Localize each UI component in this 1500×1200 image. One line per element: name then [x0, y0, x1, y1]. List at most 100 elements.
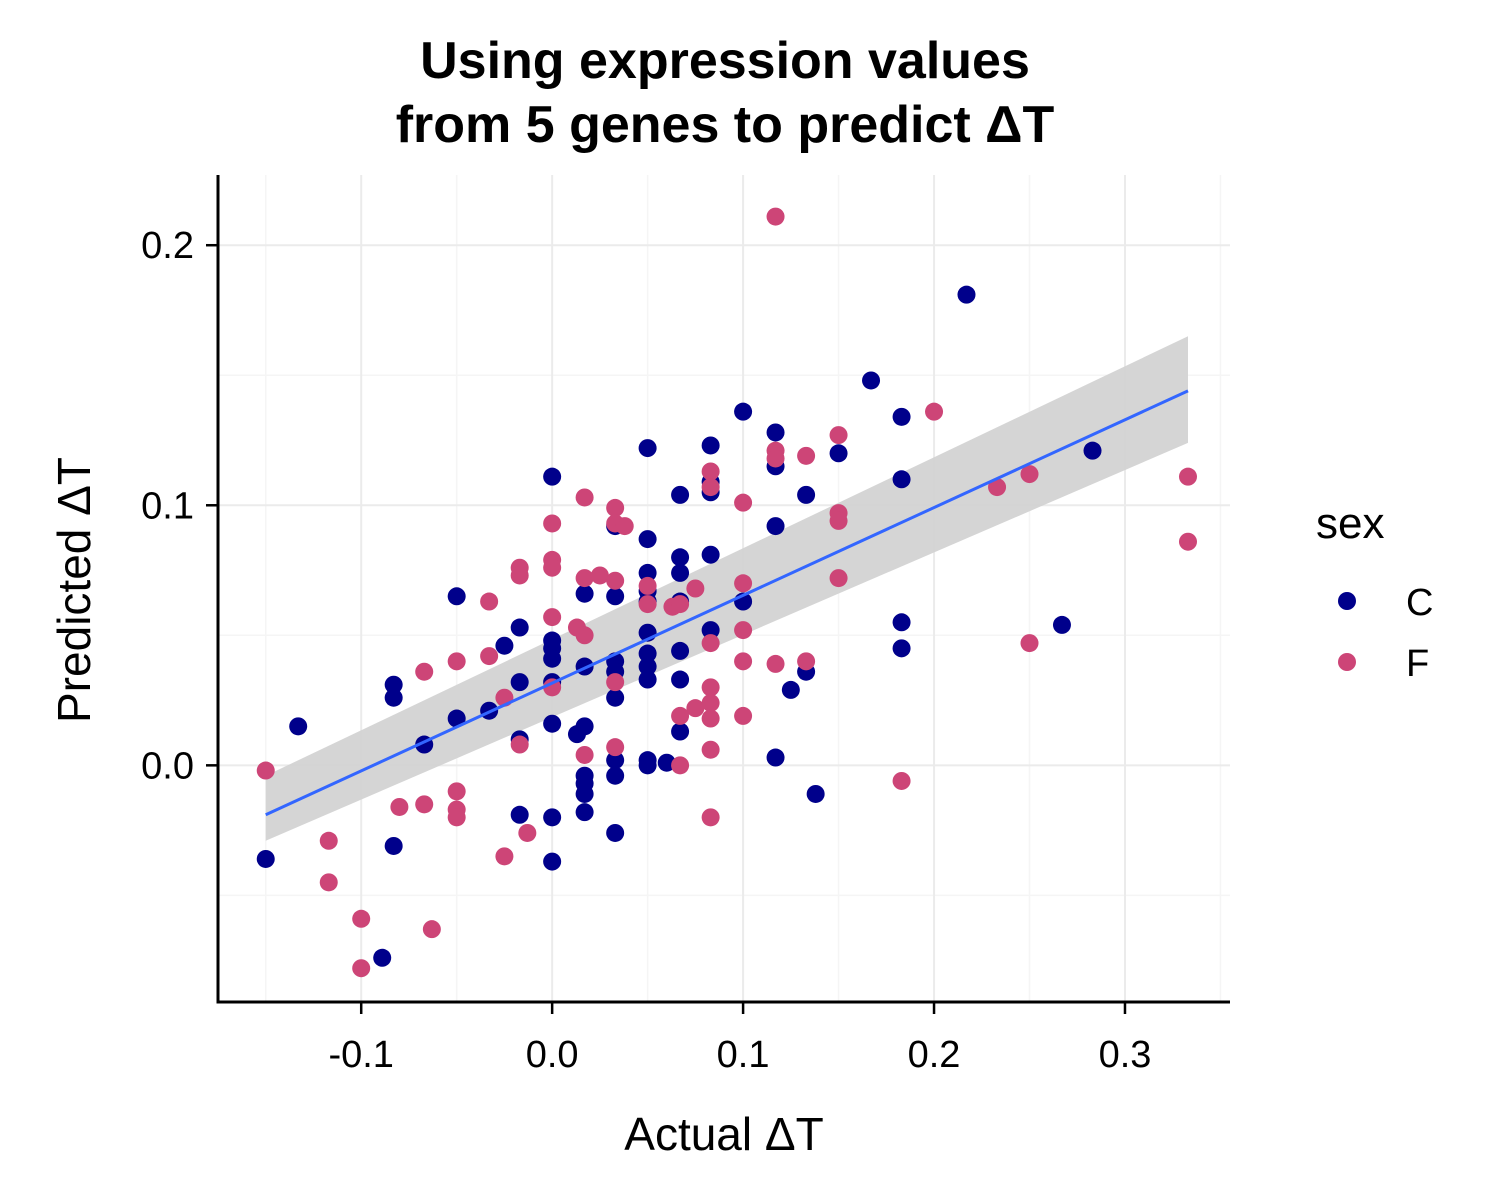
x-tick-label: 0.1	[717, 1034, 770, 1076]
point-c	[671, 722, 690, 741]
point-c	[766, 423, 785, 442]
point-c	[510, 673, 529, 692]
x-tick-label: 0.2	[908, 1034, 961, 1076]
point-c	[575, 717, 594, 736]
point-f	[590, 566, 609, 585]
trend-line	[265, 389, 1189, 817]
legend: sex C F	[1316, 499, 1433, 685]
x-tick-label: -0.1	[328, 1034, 393, 1076]
point-f	[422, 920, 441, 939]
point-f	[510, 566, 529, 585]
point-c	[606, 751, 625, 770]
point-c	[495, 636, 514, 655]
point-c	[638, 563, 657, 582]
point-f	[447, 782, 466, 801]
point-c	[510, 618, 529, 637]
point-f	[766, 654, 785, 673]
point-f	[256, 761, 275, 780]
point-c	[701, 436, 720, 455]
point-c	[373, 948, 392, 967]
point-f	[606, 738, 625, 757]
point-c	[638, 439, 657, 458]
point-f	[829, 569, 848, 588]
point-c	[797, 485, 816, 504]
x-axis-ticks: -0.1 0.0 0.1 0.2 0.3	[328, 1002, 1151, 1076]
legend-label-c: C	[1406, 582, 1433, 624]
legend-swatch-f	[1338, 653, 1356, 671]
point-c	[606, 766, 625, 785]
axes	[216, 175, 1230, 1004]
point-f	[734, 706, 753, 725]
legend-label-f: F	[1406, 643, 1429, 685]
point-f	[543, 558, 562, 577]
point-c	[638, 756, 657, 775]
point-f	[352, 909, 371, 928]
y-tick-label: 0.0	[141, 745, 194, 787]
point-c	[638, 670, 657, 689]
point-f	[1178, 532, 1197, 551]
point-f	[518, 823, 537, 842]
point-c	[575, 803, 594, 822]
point-f	[701, 808, 720, 827]
point-c	[543, 649, 562, 668]
point-c	[892, 613, 911, 632]
y-axis-ticks: 0.0 0.1 0.2	[141, 225, 218, 787]
point-f	[543, 678, 562, 697]
point-f	[415, 662, 434, 681]
point-f	[686, 579, 705, 598]
point-f	[543, 514, 562, 533]
point-f	[988, 478, 1007, 497]
point-f	[671, 756, 690, 775]
point-f	[671, 706, 690, 725]
point-f	[701, 462, 720, 481]
point-f	[925, 402, 944, 421]
point-f	[701, 693, 720, 712]
legend-swatch-c	[1338, 592, 1356, 610]
point-c	[806, 784, 825, 803]
point-c	[671, 670, 690, 689]
legend-title: sex	[1316, 499, 1384, 548]
point-c	[447, 587, 466, 606]
point-f	[892, 771, 911, 790]
x-axis-title: Actual ΔT	[624, 1108, 823, 1160]
x-tick-label: 0.3	[1099, 1034, 1152, 1076]
point-c	[543, 714, 562, 733]
point-c	[510, 805, 529, 824]
point-f	[829, 426, 848, 445]
point-c	[766, 748, 785, 767]
point-c	[1052, 615, 1071, 634]
y-axis-title: Predicted ΔT	[48, 457, 100, 723]
point-c	[543, 852, 562, 871]
point-c	[701, 545, 720, 564]
point-f	[575, 569, 594, 588]
point-f	[447, 652, 466, 671]
point-f	[829, 511, 848, 530]
point-f	[390, 797, 409, 816]
point-c	[892, 639, 911, 658]
point-f	[701, 709, 720, 728]
point-c	[638, 644, 657, 663]
point-c	[862, 371, 881, 390]
point-f	[575, 745, 594, 764]
point-c	[606, 587, 625, 606]
point-f	[1178, 467, 1197, 486]
point-f	[734, 652, 753, 671]
point-f	[615, 517, 634, 536]
point-f	[686, 699, 705, 718]
point-f	[797, 446, 816, 465]
point-f	[606, 571, 625, 590]
point-c	[657, 753, 676, 772]
point-f	[606, 498, 625, 517]
point-c	[829, 444, 848, 463]
point-f	[495, 847, 514, 866]
point-c	[447, 709, 466, 728]
point-f	[543, 608, 562, 627]
point-f	[352, 959, 371, 978]
point-c	[671, 563, 690, 582]
y-tick-label: 0.1	[141, 485, 194, 527]
point-f	[701, 478, 720, 497]
point-c	[671, 548, 690, 567]
point-f	[797, 652, 816, 671]
point-f	[1020, 465, 1039, 484]
